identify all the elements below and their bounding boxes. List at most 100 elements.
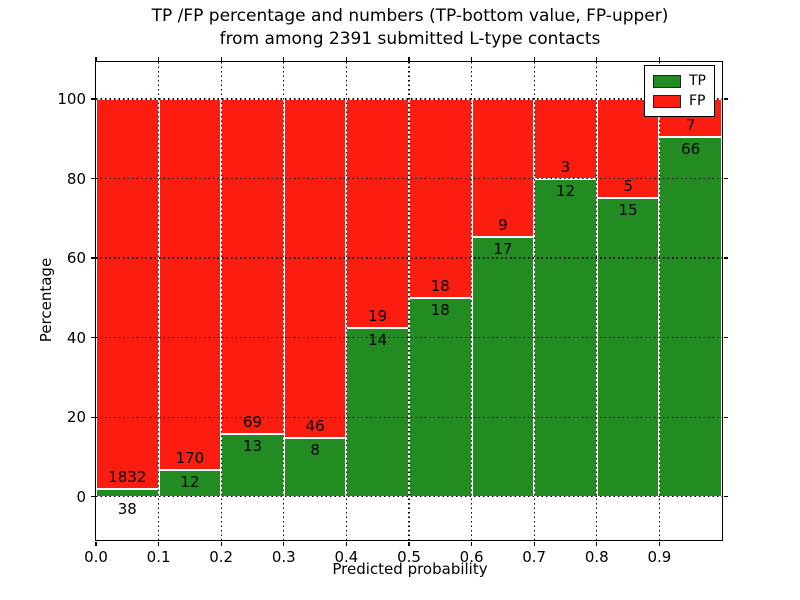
tp-count-label: 15 [618,201,638,220]
x-tick-top [408,56,410,61]
x-tick-label: 0.0 [84,548,108,566]
y-tick-label: 20 [66,408,86,427]
x-gridline [158,62,160,540]
x-tick-bottom [408,541,410,546]
bar-tp [596,198,660,497]
fp-count-label: 3 [560,157,571,176]
y-tick-label: 60 [66,249,86,268]
y-tick-right [723,496,728,498]
fp-count-label: 5 [623,177,633,196]
x-tick-label: 0.6 [459,548,484,566]
x-tick-bottom [95,541,97,546]
bar-fp [158,98,222,471]
x-tick-label: 0.7 [522,548,547,566]
y-tick-right [723,257,728,259]
x-tick-label: 0.3 [271,548,296,566]
tp-swatch [653,74,681,88]
y-tick-label: 80 [66,169,86,188]
x-tick-top [158,56,160,61]
chart-title: TP /FP percentage and numbers (TP-bottom… [95,5,725,51]
x-tick-top [471,56,473,61]
y-tick-right [723,416,728,418]
bar-fp [283,98,347,438]
y-tick-left [90,336,95,339]
tp-count-label: 13 [242,436,263,455]
x-gridline [220,62,222,540]
x-gridline [471,62,473,540]
bar-fp [221,98,284,434]
y-tick-left [90,416,95,418]
chart-title-line-1: TP /FP percentage and numbers (TP-bottom… [151,6,669,26]
tp-count-label: 12 [555,181,576,200]
tp-count-label: 38 [117,499,137,518]
x-tick-label: 0.9 [647,548,672,566]
fp-count-label: 46 [305,416,325,435]
y-tick-right [723,177,728,180]
y-tick-right [723,336,728,339]
x-tick-bottom [533,541,535,546]
x-tick-label: 0.8 [584,548,609,566]
x-tick-top [220,56,222,61]
y-tick-label: 100 [57,89,86,108]
bar-tp [409,297,472,497]
x-tick-top [345,56,347,61]
y-tick-left [90,177,95,180]
tp-count-label: 14 [368,330,388,349]
bar-fp [96,98,159,489]
legend-item-fp: FP [653,91,710,111]
x-tick-bottom [220,541,222,546]
bar-tp [471,236,535,497]
y-tick-left [90,496,95,498]
fp-count-label: 18 [430,276,450,295]
x-tick-label: 0.2 [209,548,234,566]
y-tick-label: 0 [76,487,86,506]
fp-swatch [653,94,681,108]
x-tick-bottom [596,541,598,546]
x-tick-bottom [158,541,160,546]
bar-fp [346,98,409,328]
fp-count-label: 69 [242,412,263,431]
legend-item-tp: TP [653,71,710,91]
bar-fp [409,98,472,298]
x-gridline [408,62,410,540]
x-tick-bottom [283,541,285,546]
x-gridline [283,62,285,540]
x-tick-label: 0.1 [146,548,171,566]
tp-count-label: 12 [180,473,200,492]
fp-count-label: 19 [368,306,388,325]
x-gridline [658,62,660,540]
legend-label-tp: TP [689,73,706,89]
bar-tp [346,327,409,497]
x-tick-top [95,56,97,61]
x-tick-label: 0.5 [397,548,421,566]
tp-count-label: 17 [493,239,513,258]
x-tick-top [658,56,660,61]
x-tick-top [283,56,285,61]
y-tick-label: 40 [66,328,86,347]
legend-label-fp: FP [689,93,706,109]
plot-area: TP FP 1832 38 170 12 69 13 46 8 19 14 18 18 9 17 3 12 5 1… [57,56,728,566]
y-tick-right [723,98,728,100]
x-axis-label: Predicted probability [332,560,488,578]
x-tick-bottom [345,541,347,546]
x-gridline [533,62,535,540]
x-tick-bottom [658,541,660,546]
x-gridline [345,62,347,540]
fp-count-label: 1832 [108,467,147,486]
y-tick-left [90,257,95,259]
y-tick-left [90,98,95,100]
x-tick-top [596,56,598,61]
x-gridline [596,62,598,540]
legend: TP FP [644,65,715,117]
x-tick-top [533,56,535,61]
x-tick-label: 0.4 [334,548,359,566]
tp-count-label: 18 [430,300,450,319]
tp-count-label: 66 [681,140,701,159]
bar-tp [659,137,722,497]
fp-count-label: 9 [498,215,508,234]
x-tick-bottom [471,541,473,546]
tp-count-label: 8 [310,440,320,459]
fp-count-label: 170 [175,449,205,468]
fp-count-label: 7 [685,116,696,135]
